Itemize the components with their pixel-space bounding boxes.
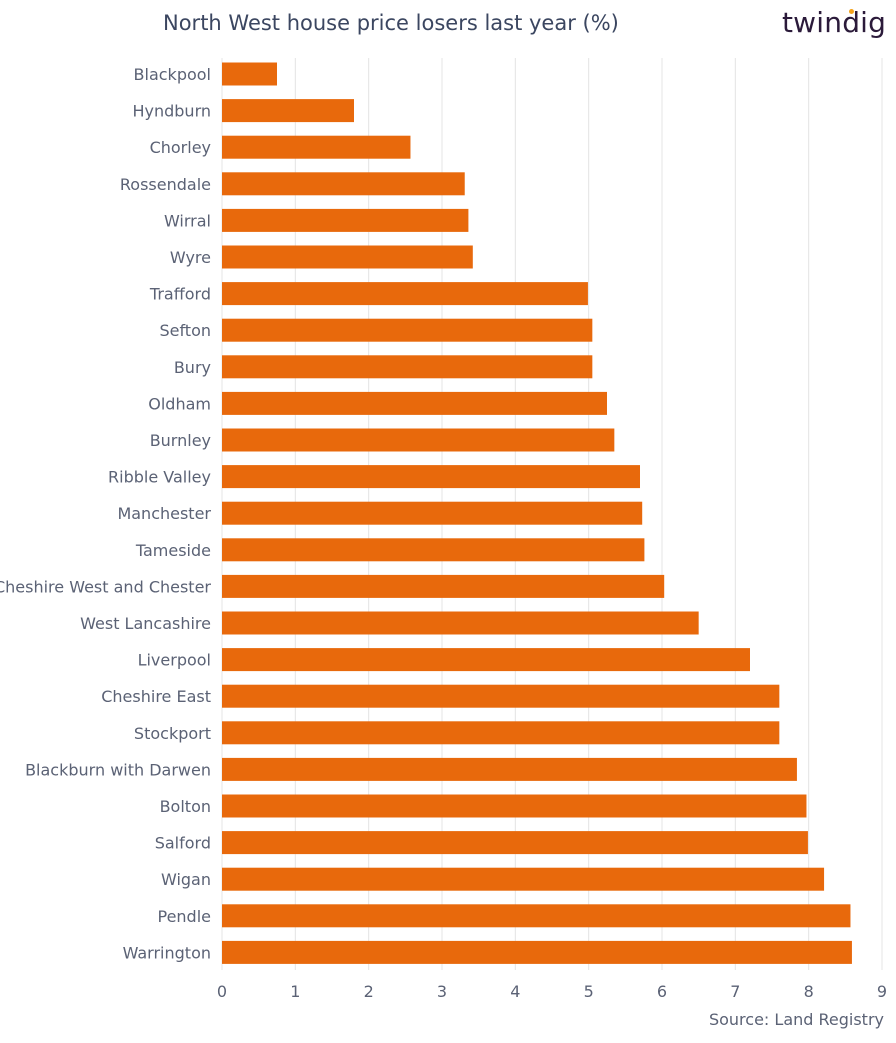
bar[interactable] [222,721,780,745]
category-label: Pendle [157,907,211,926]
bar[interactable] [222,574,665,598]
bar[interactable] [222,172,465,196]
bar[interactable] [222,391,607,415]
category-label: Tameside [135,541,211,560]
x-tick-label: 3 [437,982,447,1001]
bars [222,62,852,964]
x-tick-label: 7 [730,982,740,1001]
bar[interactable] [222,794,807,818]
bar[interactable] [222,940,852,964]
bar[interactable] [222,684,780,708]
bar[interactable] [222,62,277,86]
category-label: Stockport [134,724,211,743]
bar[interactable] [222,757,797,781]
bar[interactable] [222,867,825,891]
category-label: Wyre [170,248,211,267]
source-note: Source: Land Registry [708,1010,884,1029]
category-label: Ribble Valley [108,468,211,487]
x-tick-label: 4 [510,982,520,1001]
category-label: Liverpool [138,651,211,670]
category-label: Wigan [161,870,211,889]
category-label: Salford [155,834,211,853]
chart-title: North West house price losers last year … [163,11,619,35]
bar[interactable] [222,428,615,452]
x-tick-label: 9 [877,982,887,1001]
category-label: Chorley [150,138,211,157]
x-tick-label: 5 [584,982,594,1001]
category-label: Trafford [149,285,211,304]
bar[interactable] [222,538,645,562]
twindig-logo[interactable]: twindig [782,6,887,39]
category-label: Cheshire West and Chester [0,577,211,596]
bar[interactable] [222,465,640,489]
bar[interactable] [222,318,593,342]
category-label: Warrington [123,943,211,962]
category-label: Bury [174,358,211,377]
x-tick-label: 0 [217,982,227,1001]
bar[interactable] [222,501,643,525]
category-label: Bolton [160,797,211,816]
bar[interactable] [222,208,469,232]
category-label: Rossendale [120,175,211,194]
x-tick-label: 1 [290,982,300,1001]
x-tick-label: 2 [364,982,374,1001]
bar[interactable] [222,135,411,159]
category-label: Manchester [117,504,211,523]
bar[interactable] [222,245,473,269]
logo-dot-icon [849,9,854,14]
x-tick-label: 8 [804,982,814,1001]
category-labels: Blackpool Hyndburn Chorley Rossendale Wirral… [0,65,211,962]
category-label: Oldham [148,394,211,413]
category-label: Sefton [159,321,211,340]
x-tick-label: 6 [657,982,667,1001]
bar[interactable] [222,831,808,855]
category-label: West Lancashire [80,614,211,633]
bar[interactable] [222,648,750,672]
category-label: Burnley [150,431,211,450]
category-label: Cheshire East [101,687,211,706]
bar[interactable] [222,904,851,928]
category-label: Blackburn with Darwen [25,760,211,779]
category-label: Wirral [164,211,211,230]
category-label: Hyndburn [132,102,211,121]
bar[interactable] [222,355,593,379]
x-axis-ticks: 0 1 2 3 4 5 6 7 8 9 [217,982,887,1001]
category-label: Blackpool [134,65,211,84]
bar[interactable] [222,282,588,306]
bar[interactable] [222,99,354,123]
bar[interactable] [222,611,699,635]
